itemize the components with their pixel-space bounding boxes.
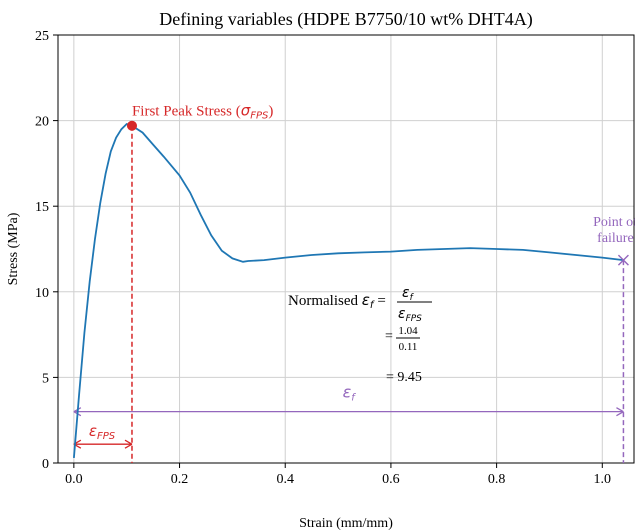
y-tick-label: 5	[42, 371, 49, 386]
y-ticks: 0 5 10 15 20 25	[35, 29, 58, 472]
failure-label-line2: failure	[597, 231, 634, 246]
failure-label-line1: Point of	[593, 215, 635, 230]
x-tick-label: 0.4	[276, 472, 294, 487]
plot-frame	[57, 34, 635, 464]
formula-denominator: εFPS	[398, 306, 422, 324]
x-axis-title: Strain (mm/mm)	[299, 516, 393, 530]
formula-line1: Normalised εf =	[288, 291, 386, 311]
x-tick-label: 1.0	[594, 472, 612, 487]
series-group	[73, 122, 624, 458]
formula-line2-numerator: 1.04	[398, 325, 418, 337]
eps-f-arrow	[73, 407, 624, 417]
y-tick-label: 10	[35, 286, 49, 301]
formula-line2-equals: =	[385, 329, 393, 344]
first-peak-label: First Peak Stress (σFPS)	[132, 102, 273, 122]
formula-line3: = 9.45	[386, 370, 422, 385]
y-tick-label: 25	[35, 29, 49, 44]
eps-f-arrow-head-right	[616, 407, 624, 417]
y-axis-title: Stress (MPa)	[6, 212, 21, 285]
x-tick-label: 0.2	[171, 472, 189, 487]
x-tick-label: 0.8	[488, 472, 506, 487]
chart-title: Defining variables (HDPE B7750/10 wt% DH…	[159, 9, 532, 30]
eps-fps-label: εFPS	[89, 422, 116, 442]
y-tick-label: 0	[42, 457, 49, 472]
failure-marker	[617, 254, 629, 266]
x-tick-label: 0.6	[382, 472, 400, 487]
x-ticks: 0.0 0.2 0.4 0.6 0.8 1.0	[65, 463, 611, 487]
formula-line2-denominator: 0.11	[399, 341, 418, 353]
markers	[126, 120, 629, 266]
y-tick-label: 20	[35, 115, 49, 130]
formula: Normalised εf = εf εFPS = 1.04 0.11 = 9.4…	[288, 285, 432, 385]
y-tick-label: 15	[35, 200, 49, 215]
annotation-lines	[73, 125, 625, 463]
eps-f-label: εf	[343, 383, 357, 404]
formula-numerator: εf	[402, 285, 415, 303]
first-peak-marker	[126, 120, 137, 131]
x-tick-label: 0.0	[65, 472, 83, 487]
stress-strain-line	[73, 122, 624, 458]
eps-fps-arrow-head-right	[124, 439, 133, 449]
